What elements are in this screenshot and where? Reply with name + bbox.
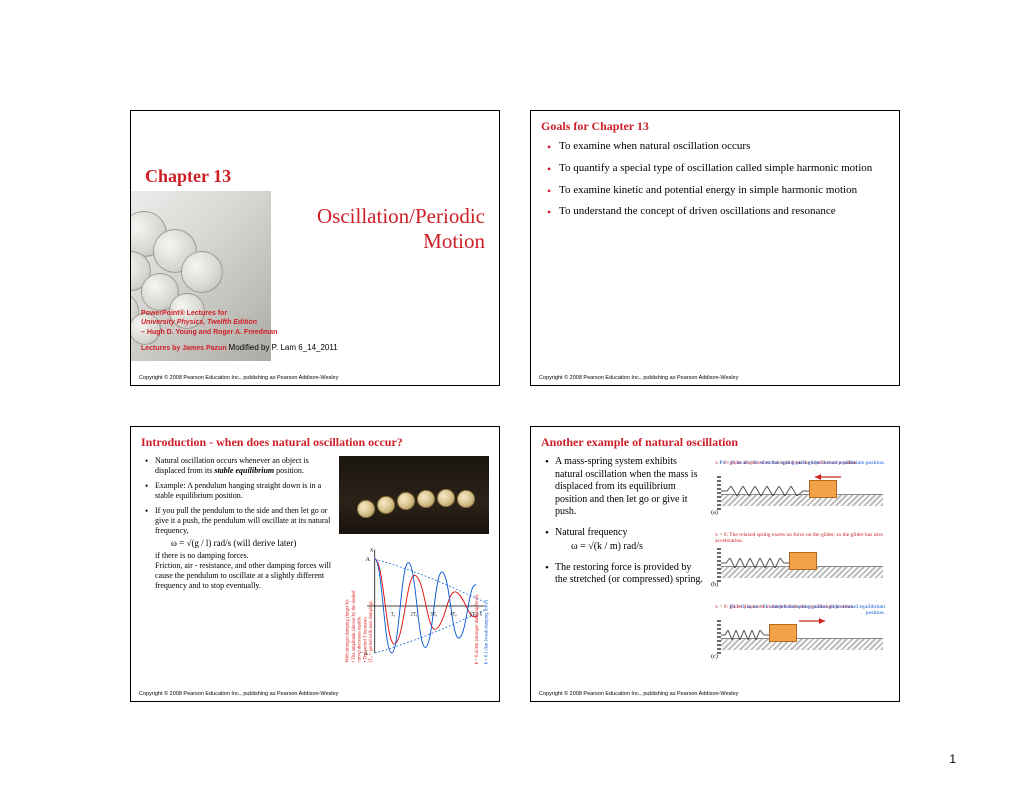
svg-text:With stronger damping (larger: With stronger damping (larger b):	[345, 599, 350, 662]
svg-text:T₀: T₀	[390, 612, 395, 617]
fig-a-cap2: Fx < 0, so ax < 0: stretched spring pull…	[719, 460, 885, 466]
svg-text:• The period T increases: • The period T increases	[363, 617, 368, 663]
title-line-1: Oscillation/Periodic	[317, 204, 485, 228]
authors: – Hugh D. Young and Roger A. Freedman	[141, 328, 338, 337]
svg-text:4T₀: 4T₀	[450, 612, 457, 617]
svg-text:2T₀: 2T₀	[410, 612, 417, 617]
slide3-text-column: Natural oscillation occurs whenever an o…	[141, 456, 333, 676]
slide2-goals-list: To examine when natural oscillation occu…	[541, 140, 889, 219]
slide1-title: Oscillation/Periodic Motion	[141, 204, 485, 254]
copyright-notice: Copyright © 2008 Pearson Education Inc.,…	[139, 691, 338, 698]
glider-mass	[769, 624, 797, 642]
goal-item: To examine when natural oscillation occu…	[547, 140, 889, 154]
pendulum-frequency-formula: ω = √(g / l) rad/s (will derive later)	[155, 538, 333, 549]
svg-text:b = 0.1√km (weak damping force: b = 0.1√km (weak damping force)	[483, 600, 489, 665]
goal-item: To quantify a special type of oscillatio…	[547, 162, 889, 176]
slide3-figure-column: x t A −A	[339, 456, 489, 676]
slide-handout-page: Chapter 13 Oscillation/Periodic Motion P…	[0, 0, 1020, 742]
fig-b-cap1: x = 0: The relaxed spring exerts no forc…	[715, 532, 884, 544]
title-line-2: Motion	[423, 229, 485, 253]
slide2-title: Goals for Chapter 13	[541, 119, 889, 134]
spring-fig-b: x = 0: The relaxed spring exerts no forc…	[711, 530, 889, 598]
slide-2: Goals for Chapter 13 To examine when nat…	[530, 110, 900, 386]
slide4-figure-column: x > 0: glider displaced to the right fro…	[711, 456, 889, 670]
svg-text:(T₀ = period with zero damping: (T₀ = period with zero damping).	[368, 600, 373, 662]
A-label: A	[365, 556, 370, 563]
glider-mass	[789, 552, 817, 570]
spring-fig-a: x > 0: glider displaced to the right fro…	[711, 458, 889, 526]
bullet: Natural frequency ω = √(k / m) rad/s	[545, 527, 705, 554]
page-number: 1	[949, 752, 956, 766]
copyright-notice: Copyright © 2008 Pearson Education Inc.,…	[539, 375, 738, 382]
bullet: The restoring force is provided by the s…	[545, 562, 705, 587]
svg-text:curve) decreases rapidly.: curve) decreases rapidly.	[357, 616, 362, 662]
bullet: Example: A pendulum hanging straight dow…	[145, 481, 333, 501]
slide-4: Another example of natural oscillation A…	[530, 426, 900, 702]
svg-text:3T₀: 3T₀	[430, 612, 437, 617]
slide1-metadata: PowerPoint® Lectures for University Phys…	[141, 309, 338, 353]
powerpoint-label: PowerPoint® Lectures for	[141, 309, 338, 318]
svg-text:• The amplitude (shown by the: • The amplitude (shown by the dashed	[352, 590, 357, 663]
copyright-notice: Copyright © 2008 Pearson Education Inc.,…	[539, 691, 738, 698]
book-title: University Physics, Twelfth Edition	[141, 318, 338, 327]
goal-item: To examine kinetic and potential energy …	[547, 184, 889, 198]
spring-frequency-formula: ω = √(k / m) rad/s	[555, 541, 705, 554]
lectures-by: Lectures by James Pazun	[141, 345, 227, 352]
bullet: If you pull the pendulum to the side and…	[145, 506, 333, 591]
slide-3: Introduction - when does natural oscilla…	[130, 426, 500, 702]
slide4-text-column: A mass-spring system exhibits natural os…	[541, 456, 705, 670]
glider-mass	[809, 480, 837, 498]
copyright-notice: Copyright © 2008 Pearson Education Inc.,…	[139, 375, 338, 382]
bullet: A mass-spring system exhibits natural os…	[545, 456, 705, 519]
modified-by: Modified by P. Lam 6_14_2011	[229, 343, 338, 352]
slide3-title: Introduction - when does natural oscilla…	[141, 435, 489, 450]
damped-oscillation-chart: x t A −A	[339, 536, 489, 676]
chapter-heading: Chapter 13	[145, 165, 489, 188]
fig-c-cap2: Fx > 0, so ax > 0: compressed spring pus…	[711, 604, 885, 616]
slide-1: Chapter 13 Oscillation/Periodic Motion P…	[130, 110, 500, 386]
spring-fig-c: x < 0: glider displaced to the left from…	[711, 602, 889, 670]
slide4-title: Another example of natural oscillation	[541, 435, 889, 450]
pendulum-photo	[339, 456, 489, 534]
svg-text:b = 0.4√km (stronger damping f: b = 0.4√km (stronger damping force)	[474, 594, 480, 664]
bullet: Natural oscillation occurs whenever an o…	[145, 456, 333, 476]
axis-x-label: x	[370, 546, 374, 553]
goal-item: To understand the concept of driven osci…	[547, 205, 889, 219]
